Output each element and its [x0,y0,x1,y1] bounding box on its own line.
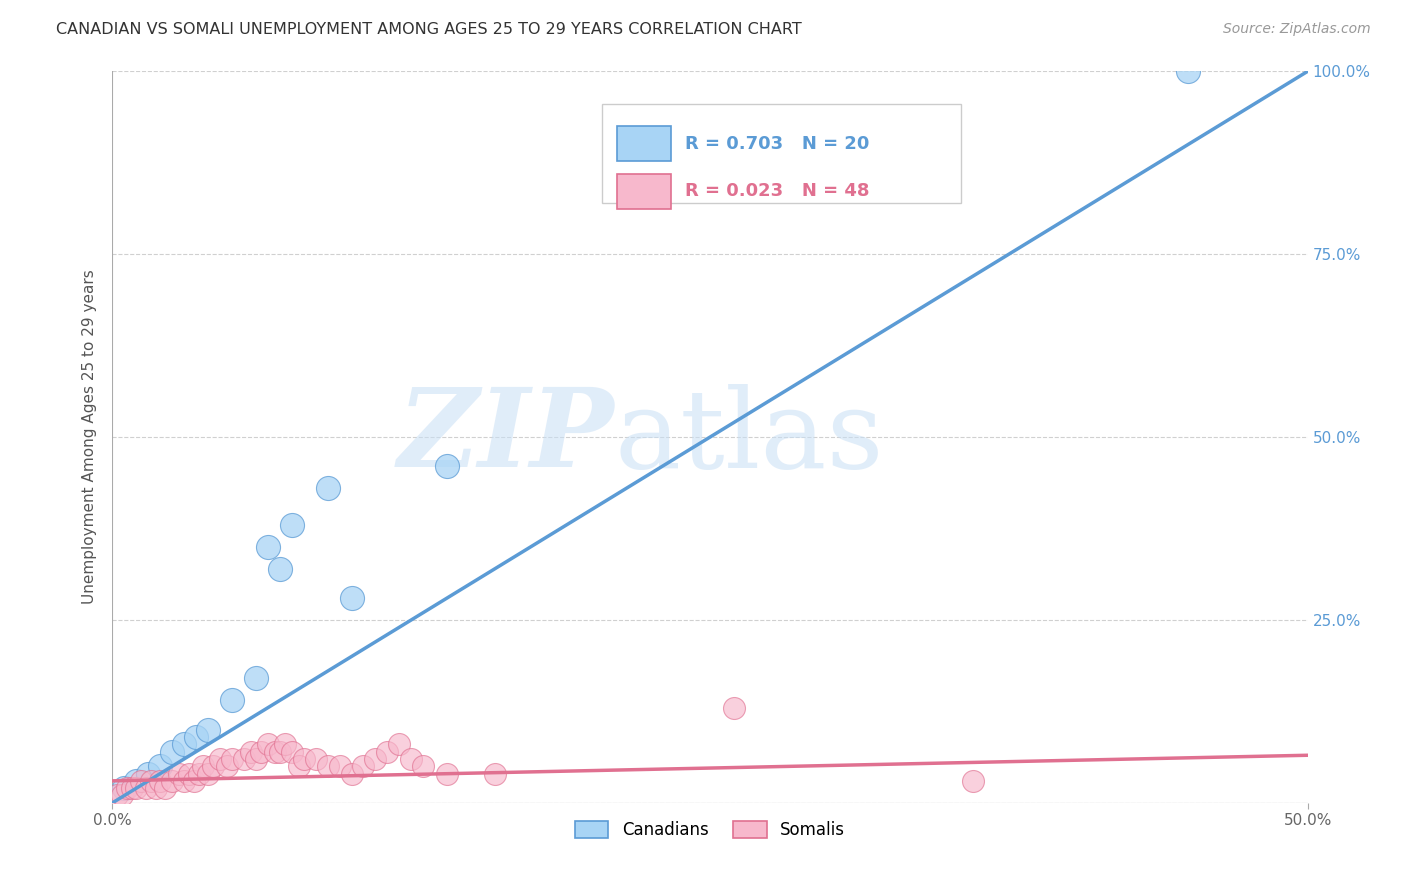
Point [1177,64,1199,78]
Point [138,766,160,780]
Point [221,752,243,766]
Point [233,752,256,766]
Point [139,773,162,788]
Point [162,745,183,759]
Point [114,781,135,796]
Point [388,737,411,751]
Point [217,759,239,773]
Point [245,752,267,766]
Point [201,759,224,773]
Point [240,745,263,759]
Point [245,672,267,686]
Point [193,759,215,773]
Text: Source: ZipAtlas.com: Source: ZipAtlas.com [1223,22,1371,37]
Point [401,752,423,766]
Text: atlas: atlas [614,384,884,491]
Y-axis label: Unemployment Among Ages 25 to 29 years: Unemployment Among Ages 25 to 29 years [82,269,97,605]
Point [221,693,243,707]
Point [129,773,152,788]
Point [115,781,138,796]
Point [412,759,434,773]
Point [125,773,148,788]
Point [153,781,176,796]
Point [257,737,280,751]
Point [962,773,984,788]
Point [145,781,167,796]
Point [197,766,219,780]
Point [269,562,291,576]
Point [257,540,280,554]
Text: R = 0.703   N = 20: R = 0.703 N = 20 [685,135,869,153]
Point [281,745,304,759]
Point [183,773,205,788]
Point [288,759,311,773]
Point [264,745,287,759]
Point [305,752,328,766]
Text: CANADIAN VS SOMALI UNEMPLOYMENT AMONG AGES 25 TO 29 YEARS CORRELATION CHART: CANADIAN VS SOMALI UNEMPLOYMENT AMONG AG… [56,22,801,37]
Point [149,759,172,773]
Point [269,745,291,759]
Point [747,160,769,174]
FancyBboxPatch shape [603,104,962,203]
Point [316,481,339,495]
Point [316,759,339,773]
Point [364,752,387,766]
Point [187,766,209,780]
Point [169,766,191,780]
Point [197,723,219,737]
Point [162,773,183,788]
Point [340,591,363,605]
Legend: Canadians, Somalis: Canadians, Somalis [568,814,852,846]
Point [340,766,363,780]
Point [281,517,304,532]
Point [186,730,208,744]
Point [249,745,271,759]
FancyBboxPatch shape [617,127,671,161]
Point [105,789,128,803]
Point [135,781,157,796]
Point [436,766,458,780]
Point [352,759,374,773]
Point [121,781,143,796]
Point [329,759,352,773]
Point [209,752,232,766]
Point [173,737,195,751]
Point [173,773,195,788]
Point [111,789,134,803]
Text: R = 0.023   N = 48: R = 0.023 N = 48 [685,182,869,200]
Text: ZIP: ZIP [398,384,614,491]
Point [377,745,399,759]
Point [273,737,295,751]
Point [436,459,458,474]
FancyBboxPatch shape [617,174,671,209]
Point [149,773,172,788]
Point [125,781,148,796]
Point [484,766,506,780]
Point [723,700,745,714]
Point [292,752,315,766]
Point [177,766,200,780]
